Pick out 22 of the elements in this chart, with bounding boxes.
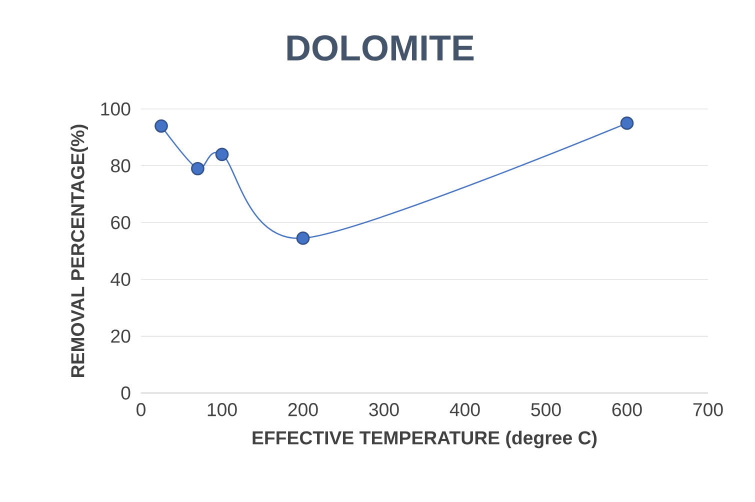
x-tick-label: 100: [208, 403, 237, 416]
point: [215, 148, 229, 162]
point: [620, 116, 634, 130]
x-tick-label: 700: [693, 403, 723, 416]
y-tick-label: 20: [111, 330, 130, 343]
x-tick-label: 500: [531, 403, 561, 416]
y-tick-label: 60: [111, 216, 130, 230]
point: [154, 119, 168, 133]
y-tick-label: 100: [101, 102, 130, 116]
point: [296, 232, 310, 245]
y-axis-title: REMOVAL PERCENTAGE(%): [70, 124, 88, 377]
point: [191, 162, 204, 176]
x-tick-label: 300: [369, 403, 399, 416]
x-tick-label: 200: [288, 403, 318, 416]
y-tick-label: 80: [111, 159, 130, 172]
chart-title: DOLOMITE: [287, 35, 474, 61]
x-tick-label: 600: [612, 403, 642, 416]
y-tick-label: 0: [121, 386, 130, 400]
y-tick-label: 40: [110, 272, 130, 286]
x-tick-label: 0: [136, 403, 146, 416]
x-tick-label: 400: [450, 403, 480, 416]
x-axis-title: EFFECTIVE TEMPERATURE (degree C): [252, 430, 597, 448]
